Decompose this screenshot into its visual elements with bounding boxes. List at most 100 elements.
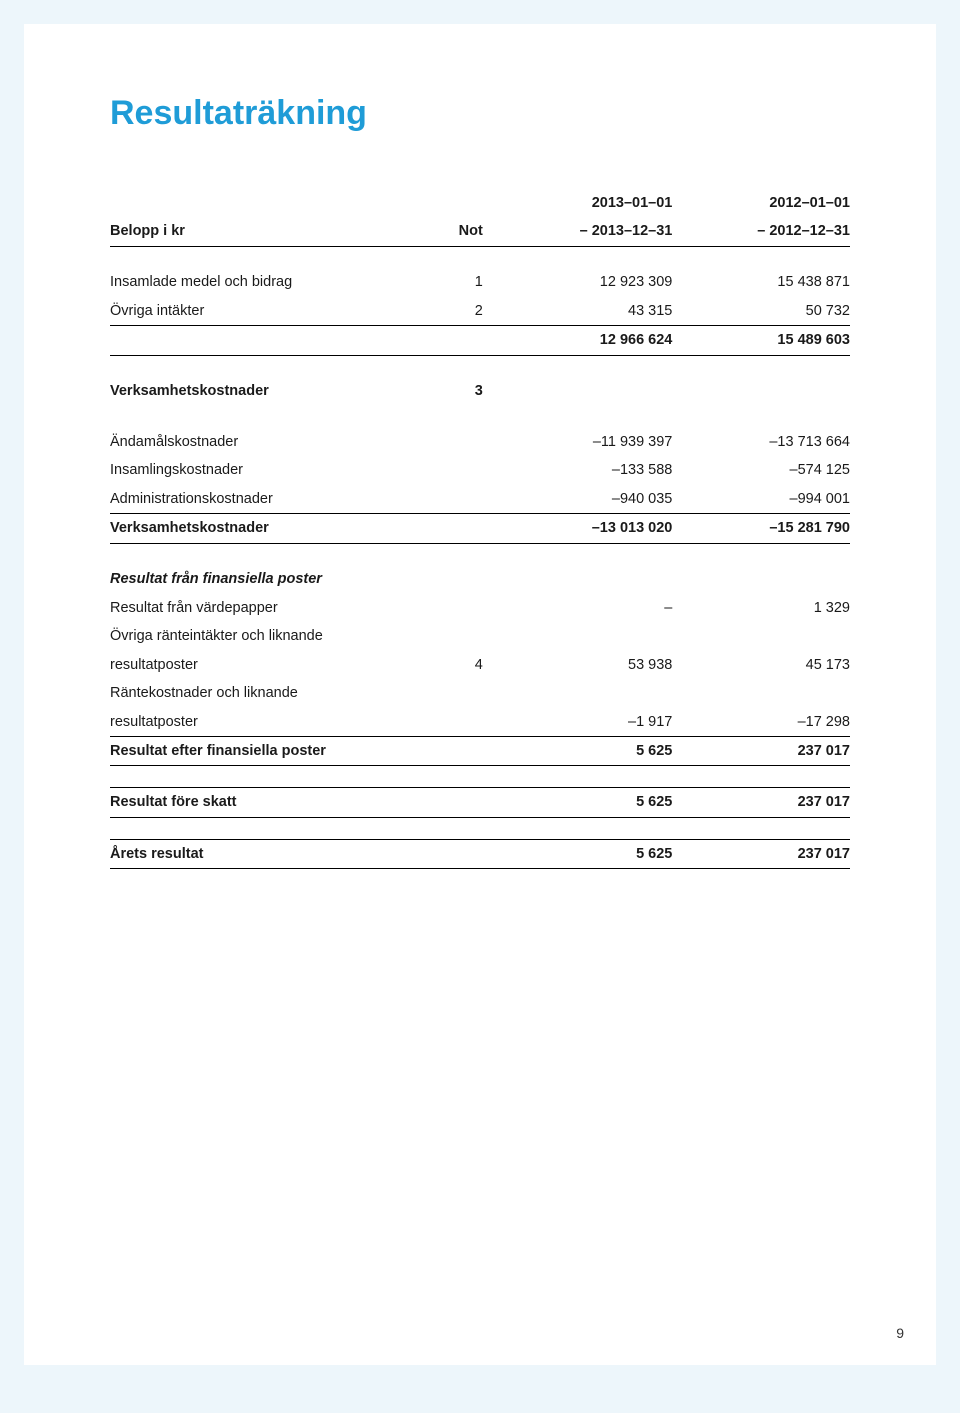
table-cell: 12 966 624 bbox=[495, 326, 673, 355]
table-row: Räntekostnader och liknande bbox=[110, 679, 850, 707]
table-cell: Övriga ränteintäkter och liknande bbox=[110, 622, 436, 650]
spacer-cell bbox=[110, 766, 850, 788]
table-row: Resultat före skatt 5 625237 017 bbox=[110, 788, 850, 817]
table-cell: –17 298 bbox=[672, 708, 850, 737]
table-cell: 12 923 309 bbox=[495, 268, 673, 296]
spacer-cell bbox=[110, 355, 850, 377]
table-cell: – 2012–12–31 bbox=[672, 217, 850, 246]
table-cell: 237 017 bbox=[672, 788, 850, 817]
table-cell bbox=[436, 428, 495, 456]
table-row: 2013–01–012012–01–01 bbox=[110, 189, 850, 217]
table-cell: 237 017 bbox=[672, 737, 850, 766]
table-row bbox=[110, 406, 850, 428]
table-cell bbox=[672, 622, 850, 650]
table-row bbox=[110, 766, 850, 788]
table-row: Resultat från värdepapper –1 329 bbox=[110, 594, 850, 622]
table-cell: Resultat före skatt bbox=[110, 788, 436, 817]
table-cell: –15 281 790 bbox=[672, 514, 850, 543]
table-cell bbox=[436, 189, 495, 217]
page-number: 9 bbox=[896, 1325, 904, 1341]
spacer-cell bbox=[110, 817, 850, 839]
table-cell bbox=[495, 565, 673, 593]
table-cell: 1 329 bbox=[672, 594, 850, 622]
table-cell bbox=[436, 594, 495, 622]
table-cell: –11 939 397 bbox=[495, 428, 673, 456]
table-cell: Resultat efter finansiella poster bbox=[110, 737, 436, 766]
table-cell bbox=[672, 377, 850, 405]
table-cell: resultatposter bbox=[110, 708, 436, 737]
table-row: Belopp i krNot– 2013–12–31– 2012–12–31 bbox=[110, 217, 850, 246]
table-row bbox=[110, 817, 850, 839]
spacer-cell bbox=[110, 406, 850, 428]
table-row bbox=[110, 355, 850, 377]
table-row bbox=[110, 543, 850, 565]
spacer-cell bbox=[110, 543, 850, 565]
table-row: Ändamålskostnader–11 939 397–13 713 664 bbox=[110, 428, 850, 456]
table-cell: – 2013–12–31 bbox=[495, 217, 673, 246]
table-cell: –940 035 bbox=[495, 485, 673, 514]
table-cell: 237 017 bbox=[672, 839, 850, 868]
table-cell: Resultat från finansiella poster bbox=[110, 565, 436, 593]
table-cell: 5 625 bbox=[495, 839, 673, 868]
table-cell bbox=[495, 622, 673, 650]
table-cell: 2 bbox=[436, 297, 495, 326]
table-row: resultatposter –1 917–17 298 bbox=[110, 708, 850, 737]
table-cell: –994 001 bbox=[672, 485, 850, 514]
table-cell: –574 125 bbox=[672, 456, 850, 484]
table-cell: –133 588 bbox=[495, 456, 673, 484]
table-row bbox=[110, 246, 850, 268]
table-cell: –13 713 664 bbox=[672, 428, 850, 456]
income-statement-table: 2013–01–012012–01–01Belopp i krNot– 2013… bbox=[110, 189, 850, 869]
table-cell bbox=[436, 456, 495, 484]
table-cell bbox=[495, 377, 673, 405]
table-row: resultatposter453 93845 173 bbox=[110, 651, 850, 679]
spacer-cell bbox=[110, 246, 850, 268]
table-cell: Resultat från värdepapper bbox=[110, 594, 436, 622]
table-cell bbox=[436, 565, 495, 593]
table-row: Övriga ränteintäkter och liknande bbox=[110, 622, 850, 650]
table-cell: – bbox=[495, 594, 673, 622]
table-cell: Verksamhetskostnader bbox=[110, 377, 436, 405]
table-cell bbox=[436, 737, 495, 766]
table-cell: 4 bbox=[436, 651, 495, 679]
table-cell: Insamlade medel och bidrag bbox=[110, 268, 436, 296]
table-cell: 2013–01–01 bbox=[495, 189, 673, 217]
table-row: Resultat från finansiella poster bbox=[110, 565, 850, 593]
table-cell: 5 625 bbox=[495, 737, 673, 766]
table-cell bbox=[436, 839, 495, 868]
table-body: 2013–01–012012–01–01Belopp i krNot– 2013… bbox=[110, 189, 850, 869]
table-row: Verksamhetskostnader –13 013 020–15 281 7… bbox=[110, 514, 850, 543]
table-cell bbox=[672, 679, 850, 707]
table-cell bbox=[436, 622, 495, 650]
table-cell: 45 173 bbox=[672, 651, 850, 679]
table-cell: Räntekostnader och liknande bbox=[110, 679, 436, 707]
table-cell: 15 489 603 bbox=[672, 326, 850, 355]
table-row: Insamlingskostnader –133 588–574 125 bbox=[110, 456, 850, 484]
table-cell: Belopp i kr bbox=[110, 217, 436, 246]
table-cell: 15 438 871 bbox=[672, 268, 850, 296]
table-cell bbox=[436, 485, 495, 514]
table-cell bbox=[436, 708, 495, 737]
table-cell bbox=[495, 679, 673, 707]
table-cell: 53 938 bbox=[495, 651, 673, 679]
table-cell: resultatposter bbox=[110, 651, 436, 679]
table-cell bbox=[110, 189, 436, 217]
table-cell: Not bbox=[436, 217, 495, 246]
table-row: Insamlade medel och bidrag112 923 30915 … bbox=[110, 268, 850, 296]
table-cell: Årets resultat bbox=[110, 839, 436, 868]
table-cell bbox=[436, 326, 495, 355]
table-cell: Verksamhetskostnader bbox=[110, 514, 436, 543]
table-cell: 3 bbox=[436, 377, 495, 405]
table-cell: Administrationskostnader bbox=[110, 485, 436, 514]
table-row: 12 966 62415 489 603 bbox=[110, 326, 850, 355]
table-cell: 5 625 bbox=[495, 788, 673, 817]
table-row: Övriga intäkter243 31550 732 bbox=[110, 297, 850, 326]
table-cell bbox=[436, 514, 495, 543]
table-cell: Övriga intäkter bbox=[110, 297, 436, 326]
table-row: Administrationskostnader –940 035–994 001 bbox=[110, 485, 850, 514]
table-cell: 43 315 bbox=[495, 297, 673, 326]
table-cell: 1 bbox=[436, 268, 495, 296]
table-cell: Insamlingskostnader bbox=[110, 456, 436, 484]
table-cell: –1 917 bbox=[495, 708, 673, 737]
table-cell: –13 013 020 bbox=[495, 514, 673, 543]
